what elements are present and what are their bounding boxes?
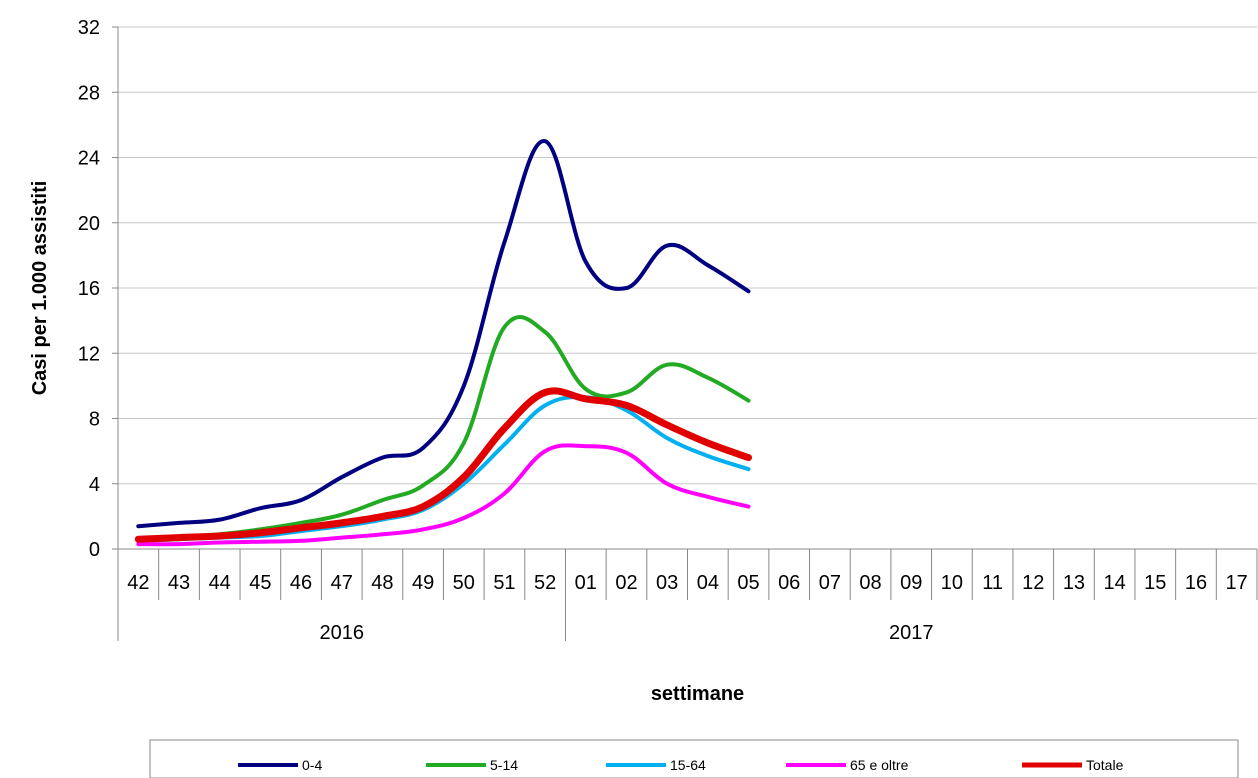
series-line-65-e-oltre <box>136 443 751 547</box>
y-tick-label: 4 <box>89 474 100 496</box>
legend-label: 5-14 <box>490 757 518 773</box>
legend: 0-4 5-14 15-64 65 e oltre Totale <box>149 739 1239 778</box>
x-tick-label: 05 <box>737 572 759 594</box>
x-tick-label: 43 <box>168 572 190 594</box>
series-lines <box>134 139 752 547</box>
x-tick-label: 46 <box>290 572 312 594</box>
x-tick-label: 08 <box>859 572 881 594</box>
y-tick-label: 16 <box>78 278 100 300</box>
x-tick-label: 17 <box>1226 572 1248 594</box>
legend-label: 65 e oltre <box>850 757 909 773</box>
legend-label: 15-64 <box>670 757 706 773</box>
x-tick-label: 01 <box>575 572 597 594</box>
x-tick-label: 49 <box>412 572 434 594</box>
y-tick-label: 0 <box>89 539 100 561</box>
x-tick-label: 42 <box>127 572 149 594</box>
year-group-label: 2016 <box>319 622 364 644</box>
x-tick-label: 47 <box>331 572 353 594</box>
x-tick-label: 45 <box>249 572 271 594</box>
x-tick-label: 52 <box>534 572 556 594</box>
x-tick-label: 09 <box>900 572 922 594</box>
legend-label: 0-4 <box>302 757 322 773</box>
y-tick-label: 12 <box>78 343 100 365</box>
x-tick-label: 16 <box>1185 572 1207 594</box>
x-tick-label: 10 <box>941 572 963 594</box>
legend-box <box>149 739 1239 778</box>
year-group-label: 2017 <box>889 622 934 644</box>
y-tick-label: 8 <box>89 409 100 431</box>
axes <box>112 26 1258 641</box>
x-tick-label: 48 <box>371 572 393 594</box>
gridlines <box>118 26 1257 485</box>
series-line-0-4 <box>136 139 751 529</box>
y-tick-label: 32 <box>78 17 100 39</box>
x-tick-label: 15 <box>1144 572 1166 594</box>
x-tick-label: 04 <box>697 572 719 594</box>
y-tick-label: 20 <box>78 213 100 235</box>
x-tick-label: 03 <box>656 572 678 594</box>
x-tick-label: 14 <box>1104 572 1126 594</box>
x-tick-label: 06 <box>778 572 800 594</box>
x-tick-label: 13 <box>1063 572 1085 594</box>
x-tick-label: 12 <box>1022 572 1044 594</box>
y-tick-label: 24 <box>78 148 100 170</box>
x-tick-label: 07 <box>819 572 841 594</box>
x-tick-label: 11 <box>982 572 1003 594</box>
x-tick-label: 51 <box>493 572 515 594</box>
x-tick-label: 50 <box>453 572 475 594</box>
legend-label: Totale <box>1086 757 1124 773</box>
x-axis-title: settimane <box>651 683 744 705</box>
x-tick-label: 44 <box>209 572 231 594</box>
y-tick-label: 28 <box>78 82 100 104</box>
series-line-totale <box>134 387 752 543</box>
y-axis-title: Casi per 1.000 assistiti <box>29 181 51 396</box>
x-tick-label: 02 <box>615 572 637 594</box>
